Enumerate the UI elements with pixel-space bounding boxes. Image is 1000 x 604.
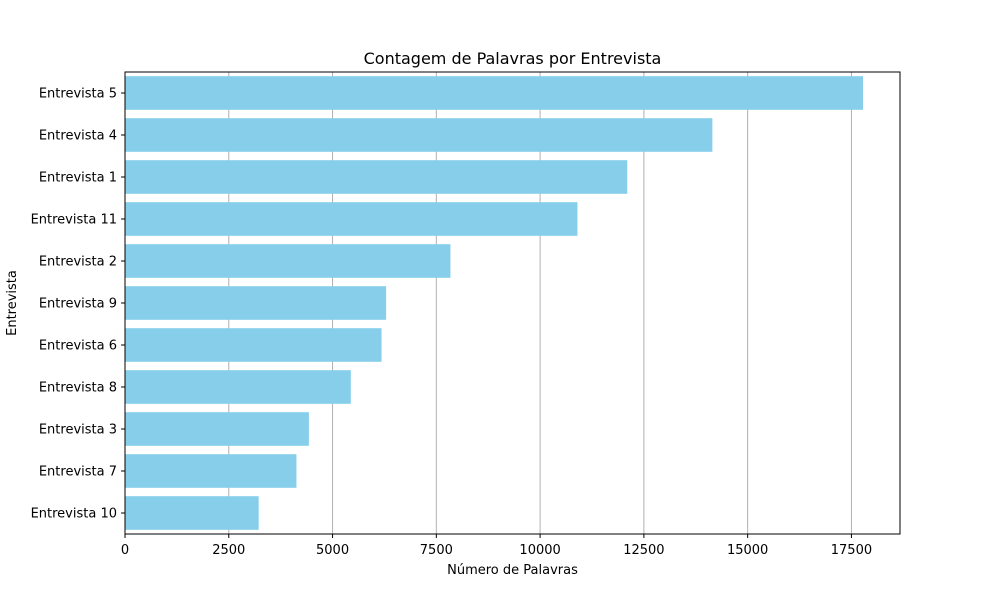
y-tick-label: Entrevista 11	[31, 213, 117, 228]
x-tick-label: 15000	[727, 543, 768, 558]
bar	[125, 76, 864, 110]
x-tick-label: 10000	[519, 543, 560, 558]
y-axis: Entrevista 10 Entrevista 7 Entrevista 3 Ent…	[31, 87, 125, 522]
y-tick-label: Entrevista 1	[39, 171, 117, 186]
y-tick-label: Entrevista 5	[39, 87, 117, 102]
x-tick-label: 12500	[623, 543, 664, 558]
bar	[125, 328, 382, 362]
bar	[125, 118, 713, 152]
chart-title: Contagem de Palavras por Entrevista	[364, 49, 662, 68]
x-axis-label: Número de Palavras	[447, 563, 578, 578]
bar	[125, 454, 297, 488]
bar	[125, 496, 259, 530]
x-tick-label: 17500	[831, 543, 872, 558]
bar	[125, 160, 628, 194]
bar	[125, 370, 351, 404]
y-tick-label: Entrevista 4	[39, 129, 117, 144]
y-axis-label: Entrevista	[5, 270, 20, 336]
y-tick-label: Entrevista 6	[39, 339, 117, 354]
x-axis: 0 2500 5000 7500 10000 12500 15000 17500	[121, 534, 872, 558]
bar	[125, 286, 387, 320]
y-tick-label: Entrevista 9	[39, 297, 117, 312]
x-tick-label: 0	[121, 543, 129, 558]
bar	[125, 244, 451, 278]
y-tick-label: Entrevista 10	[31, 507, 117, 522]
x-tick-label: 7500	[420, 543, 453, 558]
y-tick-label: Entrevista 3	[39, 423, 117, 438]
bars	[125, 76, 864, 530]
y-tick-label: Entrevista 8	[39, 381, 117, 396]
x-tick-label: 5000	[316, 543, 349, 558]
x-tick-label: 2500	[212, 543, 245, 558]
bar	[125, 412, 309, 446]
y-tick-label: Entrevista 7	[39, 465, 117, 480]
bar	[125, 202, 578, 236]
y-tick-label: Entrevista 2	[39, 255, 117, 270]
